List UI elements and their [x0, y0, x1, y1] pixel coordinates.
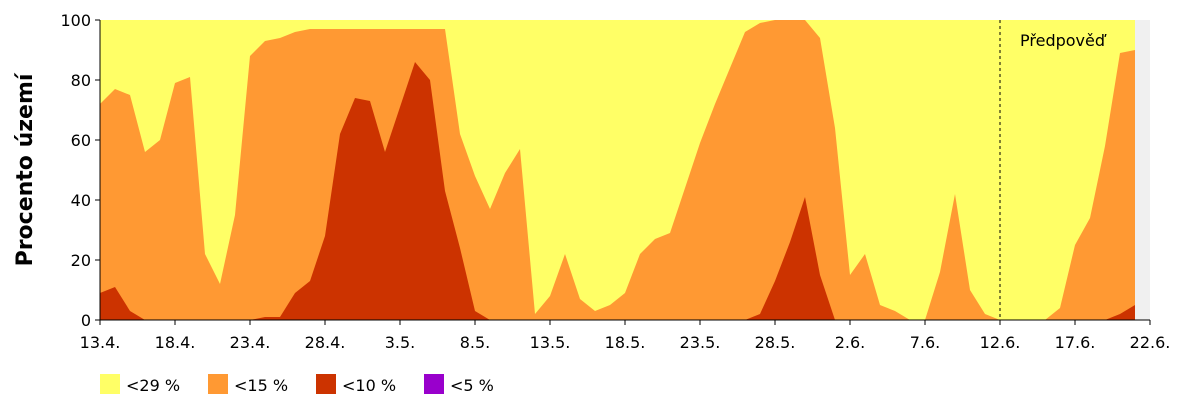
y-tick-label: 40 — [71, 191, 91, 210]
legend-swatch — [316, 374, 336, 394]
y-tick-label: 100 — [60, 11, 91, 30]
x-tick-label: 12.6. — [980, 333, 1021, 352]
y-tick-label: 80 — [71, 71, 91, 90]
x-tick-label: 18.4. — [155, 333, 196, 352]
x-tick-label: 28.4. — [305, 333, 346, 352]
x-tick-label: 23.5. — [680, 333, 721, 352]
legend-label: <5 % — [450, 376, 494, 395]
legend-swatch — [208, 374, 228, 394]
x-tick-label: 7.6. — [910, 333, 941, 352]
x-tick-label: 18.5. — [605, 333, 646, 352]
x-tick-label: 22.6. — [1130, 333, 1171, 352]
x-tick-label: 17.6. — [1055, 333, 1096, 352]
legend-label: <15 % — [234, 376, 288, 395]
x-tick-label: 3.5. — [385, 333, 416, 352]
area — [100, 62, 1135, 320]
legend-swatch — [424, 374, 444, 394]
forecast-label: Předpověď — [1020, 31, 1107, 50]
legend-label: <29 % — [126, 376, 180, 395]
x-tick-label: 13.4. — [80, 333, 121, 352]
legend-swatch — [100, 374, 120, 394]
y-axis-label: Procento území — [13, 72, 38, 266]
y-tick-label: 20 — [71, 251, 91, 270]
x-tick-label: 28.5. — [755, 333, 796, 352]
y-tick-label: 60 — [71, 131, 91, 150]
x-tick-label: 23.4. — [230, 333, 271, 352]
x-tick-label: 2.6. — [835, 333, 866, 352]
x-tick-label: 13.5. — [530, 333, 571, 352]
y-tick-label: 0 — [81, 311, 91, 330]
legend-label: <10 % — [342, 376, 396, 395]
x-tick-label: 8.5. — [460, 333, 491, 352]
